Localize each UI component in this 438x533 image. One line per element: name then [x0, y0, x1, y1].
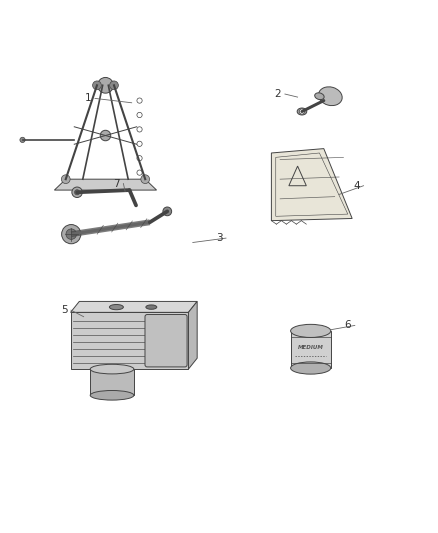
Text: 3: 3	[215, 233, 223, 243]
Ellipse shape	[290, 325, 331, 337]
Polygon shape	[188, 302, 197, 369]
Text: 7: 7	[113, 179, 120, 189]
Circle shape	[61, 175, 70, 183]
Circle shape	[137, 98, 142, 103]
Text: MEDIUM: MEDIUM	[298, 345, 324, 350]
Text: 1: 1	[85, 93, 92, 103]
Circle shape	[66, 229, 77, 239]
Circle shape	[100, 130, 111, 141]
Circle shape	[74, 190, 80, 195]
Ellipse shape	[146, 305, 157, 309]
Circle shape	[98, 77, 113, 93]
Circle shape	[62, 224, 81, 244]
Circle shape	[299, 109, 304, 114]
Bar	[290, 331, 331, 368]
Circle shape	[137, 112, 142, 118]
Ellipse shape	[315, 93, 324, 100]
Ellipse shape	[290, 362, 331, 374]
Polygon shape	[90, 369, 134, 395]
Circle shape	[92, 81, 101, 90]
Ellipse shape	[297, 108, 307, 115]
Circle shape	[20, 138, 25, 142]
Circle shape	[137, 170, 142, 175]
Circle shape	[137, 127, 142, 132]
Text: 6: 6	[345, 320, 351, 330]
Polygon shape	[71, 302, 197, 312]
Circle shape	[141, 175, 150, 183]
Text: 4: 4	[353, 181, 360, 191]
Ellipse shape	[90, 391, 134, 400]
Ellipse shape	[110, 304, 124, 310]
Text: 2: 2	[275, 89, 281, 99]
Ellipse shape	[90, 364, 134, 374]
Polygon shape	[71, 312, 188, 369]
Circle shape	[137, 141, 142, 147]
Circle shape	[110, 81, 118, 90]
Circle shape	[163, 207, 172, 216]
Polygon shape	[272, 149, 352, 221]
Ellipse shape	[318, 87, 342, 106]
Polygon shape	[54, 179, 156, 190]
FancyBboxPatch shape	[145, 314, 187, 367]
Circle shape	[137, 156, 142, 161]
Circle shape	[72, 187, 82, 198]
Text: 5: 5	[61, 305, 67, 315]
